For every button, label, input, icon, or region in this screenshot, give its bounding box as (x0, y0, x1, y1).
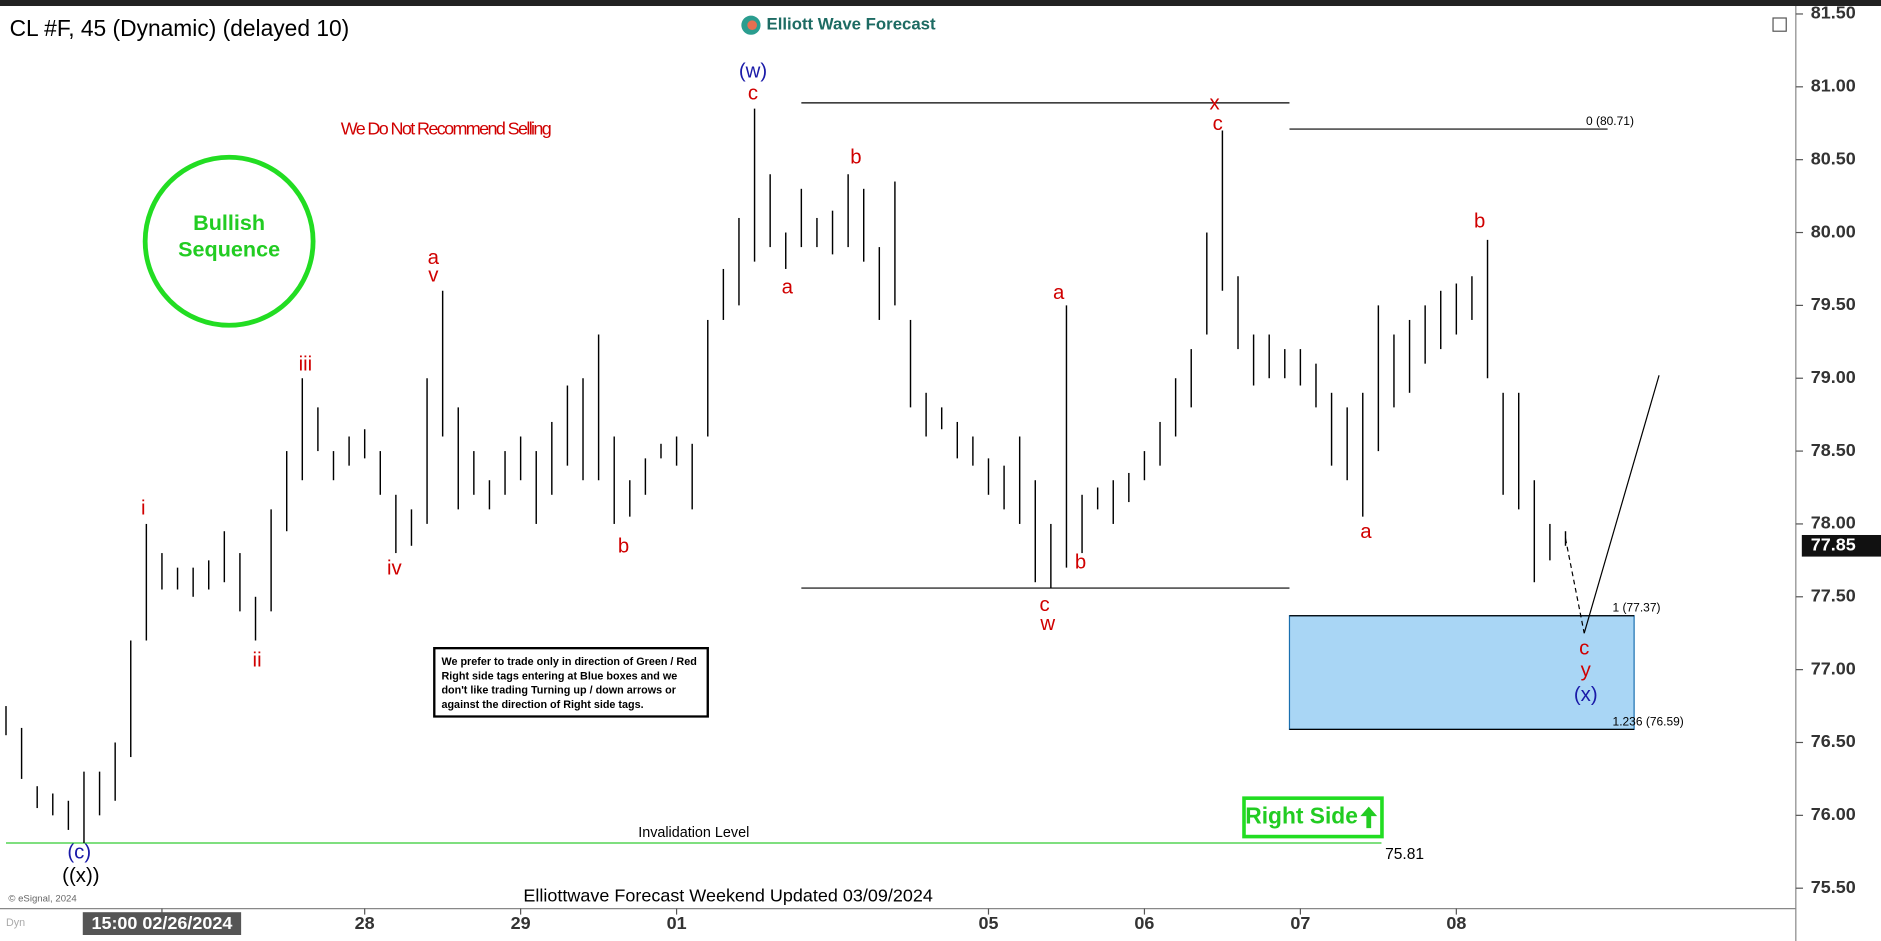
y-tick-label: 78.00 (1811, 513, 1856, 533)
wave-label: c (1579, 638, 1589, 660)
top-border (0, 0, 1881, 7)
wave-label: c (1040, 594, 1050, 616)
logo: Elliott Wave Forecast (741, 15, 936, 35)
x-tick-label: 15:00 02/26/2024 (91, 913, 232, 933)
y-tick-label: 75.50 (1811, 877, 1856, 897)
x-tick-label: 07 (1290, 913, 1310, 933)
wave-label: iv (387, 557, 403, 579)
wave-label: a (1360, 521, 1372, 543)
wave-label: a (428, 247, 440, 269)
wave-label: ii (253, 649, 262, 671)
fib-label: 1 (77.37) (1613, 601, 1661, 615)
y-tick-label: 76.00 (1811, 804, 1856, 824)
x-tick-label: 01 (667, 913, 687, 933)
right-side-tag (1242, 796, 1384, 839)
note-text: We prefer to trade only in direction of … (433, 646, 709, 718)
y-tick-label: 77.50 (1811, 586, 1856, 606)
invalidation-label: Invalidation Level (638, 825, 749, 841)
wave-label: (x) (1574, 684, 1598, 706)
x-tick-highlight (82, 912, 242, 935)
right-side-text: Right Side (1245, 802, 1358, 828)
copyright: © eSignal, 2024 (8, 894, 77, 905)
wave-label: b (850, 147, 861, 169)
wave-label: (w) (739, 61, 767, 83)
y-tick-label: 81.00 (1811, 76, 1856, 96)
x-tick-label: 05 (978, 913, 998, 933)
last-price-tag (1801, 534, 1881, 557)
chart-title: CL #F, 45 (Dynamic) (delayed 10) (10, 15, 350, 41)
y-tick-label: 80.00 (1811, 221, 1856, 241)
wave-label: b (618, 536, 629, 558)
warning-text: We Do Not Recommend Selling (341, 118, 552, 138)
wave-label: y (1581, 659, 1592, 681)
x-tick-label: 08 (1446, 913, 1466, 933)
y-tick-label: 77.00 (1811, 658, 1856, 678)
target-box (1288, 615, 1635, 730)
wave-label: x (1210, 93, 1220, 115)
y-tick-label: 79.50 (1811, 294, 1856, 314)
badge-circle (142, 154, 316, 328)
badge-line: Bullish (193, 210, 265, 235)
corner-label: Dyn (6, 917, 25, 929)
y-tick-label: 79.00 (1811, 367, 1856, 387)
y-tick-label: 80.50 (1811, 148, 1856, 168)
fib-label: 1.236 (76.59) (1613, 714, 1684, 728)
footer-text: Elliottwave Forecast Weekend Updated 03/… (523, 885, 932, 905)
y-tick-label: 76.50 (1811, 731, 1856, 751)
badge-line: Sequence (178, 237, 280, 262)
logo-icon-core (747, 20, 757, 31)
x-tick-label: 06 (1134, 913, 1154, 933)
logo-text: Elliott Wave Forecast (767, 15, 936, 34)
last-price-label: 77.85 (1811, 535, 1856, 555)
projection-line (1583, 375, 1660, 634)
y-tick-label: 81.50 (1811, 3, 1856, 23)
wave-label: ((x)) (62, 865, 99, 887)
note-box: We prefer to trade only in direction of … (433, 646, 709, 718)
invalidation-value: 75.81 (1385, 846, 1424, 863)
y-tick-label: 78.50 (1811, 440, 1856, 460)
wave-label: c (1213, 113, 1223, 135)
wave-label: v (428, 265, 439, 287)
wave-label: b (1075, 552, 1086, 574)
fib-label: 0 (80.71) (1586, 114, 1634, 128)
wave-label: c (748, 82, 758, 104)
wave-label: b (1474, 211, 1485, 233)
x-tick-label: 29 (511, 913, 531, 933)
wave-label: a (1053, 282, 1065, 304)
wave-label: (c) (67, 842, 91, 864)
wave-label: a (782, 276, 794, 298)
wave-label: iii (299, 354, 313, 376)
wave-label: i (141, 498, 146, 520)
wave-label: w (1039, 613, 1055, 635)
x-tick-label: 28 (355, 913, 375, 933)
window-icon (1772, 17, 1787, 32)
right-side-arrow (1360, 806, 1378, 829)
